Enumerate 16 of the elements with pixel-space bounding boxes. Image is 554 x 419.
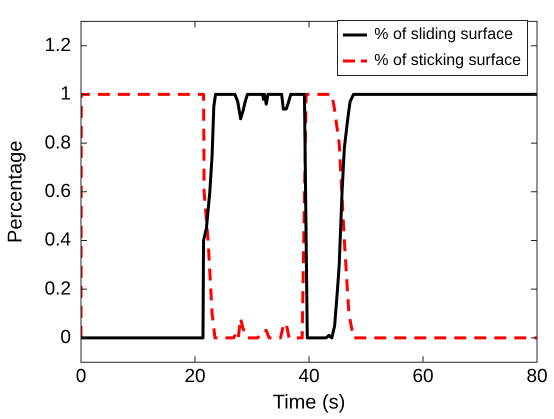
x-axis-title: Time (s) bbox=[272, 392, 346, 414]
x-tick-label: 20 bbox=[184, 366, 206, 387]
y-tick-label: 0.2 bbox=[44, 278, 71, 300]
legend-label: % of sliding surface bbox=[374, 26, 513, 44]
x-tick-label: 0 bbox=[76, 366, 86, 387]
y-axis-title: Percentage bbox=[4, 140, 27, 243]
x-tick-label: 60 bbox=[412, 366, 434, 387]
y-tick-label: 1.2 bbox=[44, 34, 71, 56]
x-tick-label: 40 bbox=[298, 366, 320, 387]
y-tick-label: 0.4 bbox=[44, 230, 72, 251]
y-tick-label: 1 bbox=[60, 84, 71, 105]
y-tick-label: 0 bbox=[60, 327, 71, 348]
y-tick-label: 0.8 bbox=[44, 132, 71, 154]
x-tick-label: 80 bbox=[526, 366, 548, 387]
y-tick-label: 0.6 bbox=[44, 181, 71, 202]
legend-label: % of sticking surface bbox=[374, 52, 521, 70]
